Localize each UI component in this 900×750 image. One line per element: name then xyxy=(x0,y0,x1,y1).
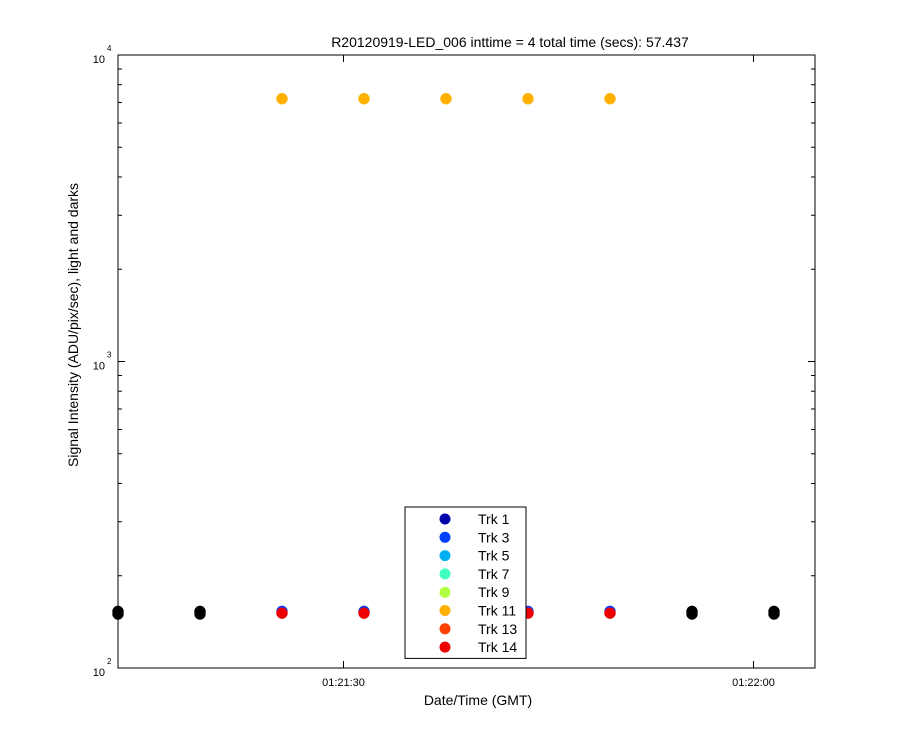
dark-frame-point xyxy=(194,608,206,620)
dark-frame-point xyxy=(686,608,698,620)
legend-label: Trk 1 xyxy=(478,511,510,527)
legend-label: Trk 14 xyxy=(478,639,517,655)
legend-box xyxy=(404,506,527,659)
x-tick-label: 01:21:30 xyxy=(322,677,365,689)
data-point xyxy=(276,92,288,105)
legend-marker xyxy=(439,586,451,598)
legend-marker xyxy=(439,605,451,616)
legend: Trk 1 Trk 3 Trk 5 Trk 7 Trk 9 Trk 11 Trk 13 Trk… xyxy=(404,506,527,659)
legend-label: Trk 7 xyxy=(478,566,510,582)
data-point xyxy=(358,607,370,619)
legend-marker xyxy=(439,623,451,635)
y-tick-exponent: 4 xyxy=(107,44,112,53)
legend-marker xyxy=(439,550,451,562)
legend-marker xyxy=(439,531,451,543)
y-tick-exponent: 2 xyxy=(107,657,112,666)
x-axis-label: Date/Time (GMT) xyxy=(424,692,532,708)
y-tick-label: 10 xyxy=(93,667,105,679)
legend-label: Trk 5 xyxy=(478,548,510,564)
chart-title: R20120919-LED_006 inttime = 4 total time… xyxy=(331,34,689,50)
data-point xyxy=(440,92,452,105)
dark-frame-point xyxy=(768,608,780,620)
legend-label: Trk 13 xyxy=(478,621,517,637)
dark-frame-point xyxy=(112,608,124,620)
y-tick-exponent: 3 xyxy=(107,351,112,360)
data-point xyxy=(276,607,288,619)
x-tick-label: 01:22:00 xyxy=(732,677,775,689)
legend-marker xyxy=(439,641,451,653)
legend-marker xyxy=(439,513,451,525)
y-axis-label: Signal Intensity (ADU/pix/sec), light an… xyxy=(65,183,81,467)
legend-label: Trk 11 xyxy=(478,603,516,619)
data-point xyxy=(358,92,370,105)
data-point xyxy=(604,607,616,619)
y-tick-label: 10 xyxy=(93,361,105,373)
data-point xyxy=(604,92,616,105)
y-tick-label: 10 xyxy=(93,54,105,66)
legend-label: Trk 3 xyxy=(478,529,510,545)
legend-marker xyxy=(439,568,451,580)
data-point xyxy=(522,92,534,105)
legend-label: Trk 9 xyxy=(478,584,510,600)
